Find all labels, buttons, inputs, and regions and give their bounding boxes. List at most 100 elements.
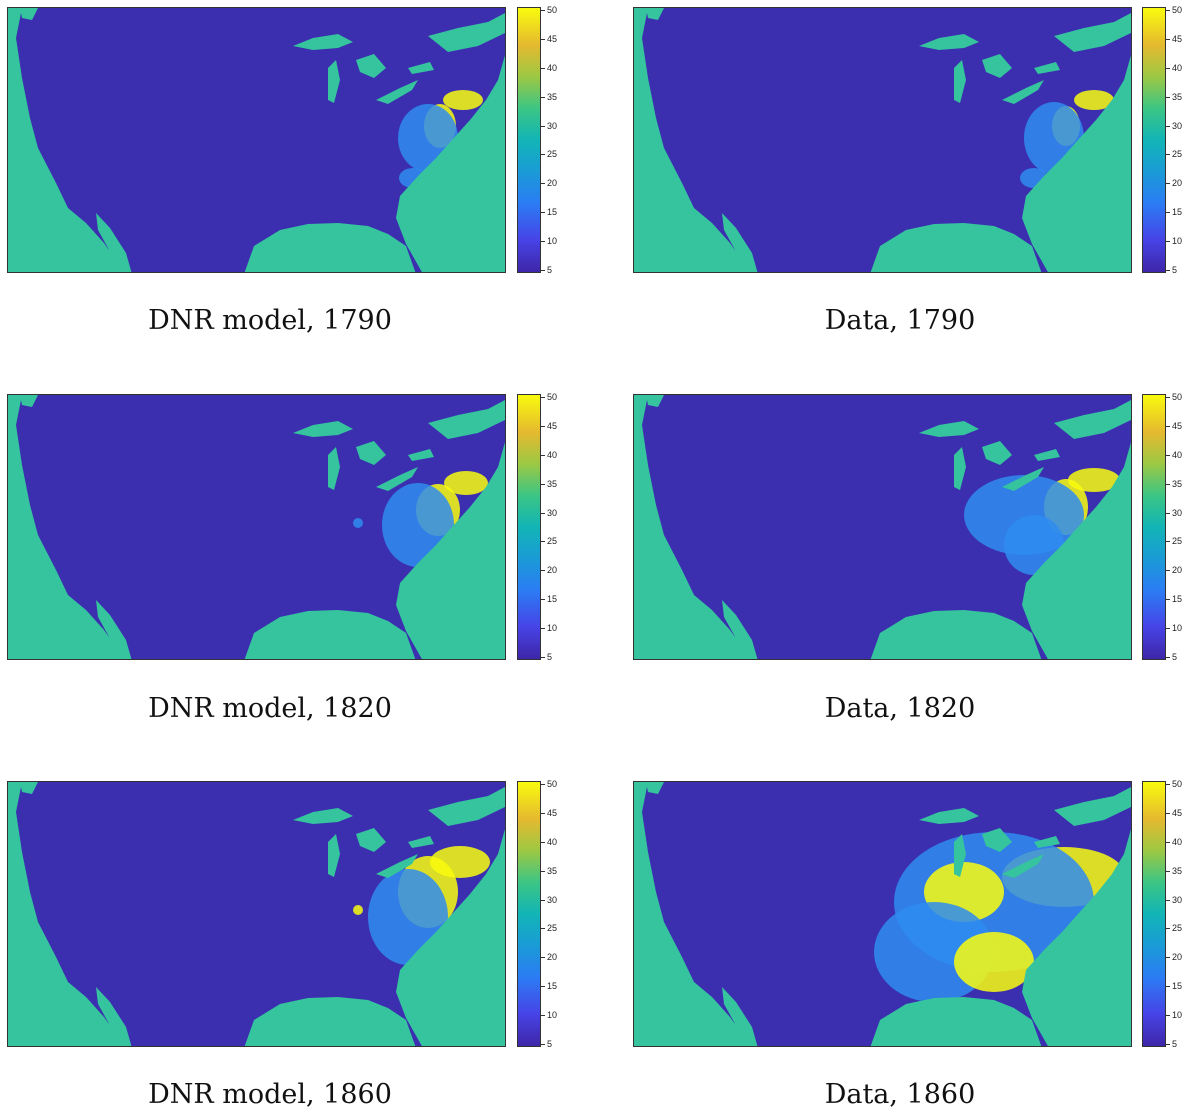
colorbar-tick-label: 10 xyxy=(540,236,558,247)
lake-ontario xyxy=(1034,836,1060,848)
lake-michigan xyxy=(954,834,966,877)
colorbar-tick-label: 35 xyxy=(540,91,558,102)
colorbar-tick-label: 45 xyxy=(1165,420,1183,431)
colorbar-tick-label: 5 xyxy=(1165,265,1178,275)
lake-ontario xyxy=(1034,62,1060,74)
lake-superior xyxy=(293,34,353,50)
colorbar-tick-label: 45 xyxy=(540,33,558,44)
colorbar-tick-label: 50 xyxy=(540,392,558,402)
density-hotspot xyxy=(954,932,1034,992)
lake-michigan xyxy=(328,447,340,490)
map-caption: Data, 1790 xyxy=(824,305,976,336)
map-svg xyxy=(634,8,1131,272)
lake-huron xyxy=(356,54,386,78)
colorbar-tick-label: 25 xyxy=(540,149,558,160)
st-lawrence xyxy=(1054,400,1131,439)
pacific-ocean xyxy=(8,395,125,659)
colorbar-tick-label: 40 xyxy=(1165,449,1183,460)
map-caption: DNR model, 1790 xyxy=(148,305,392,336)
density-map xyxy=(7,781,506,1047)
lake-erie xyxy=(1002,467,1044,491)
lake-ontario xyxy=(1034,449,1060,461)
map-svg xyxy=(634,395,1131,659)
colorbar-tick-label: 10 xyxy=(1165,623,1183,634)
colorbar-tick-label: 20 xyxy=(540,178,558,189)
gulf-of-california xyxy=(96,987,132,1046)
colorbar-tick-label: 15 xyxy=(1165,594,1183,605)
map-caption: Data, 1820 xyxy=(824,693,976,724)
colorbar-tick-label: 35 xyxy=(540,865,558,876)
gulf-of-mexico xyxy=(870,997,1042,1046)
lake-huron xyxy=(982,54,1012,78)
colorbar-tick-label: 40 xyxy=(540,836,558,847)
colorbar-tick-label: 40 xyxy=(1165,62,1183,73)
atlantic-ocean xyxy=(1022,829,1131,1046)
st-lawrence xyxy=(1054,787,1131,826)
density-hotspot xyxy=(1074,90,1114,110)
atlantic-ocean xyxy=(396,829,505,1046)
colorbar-tick-label: 10 xyxy=(1165,236,1183,247)
density-hotspot xyxy=(444,471,488,495)
northwest-inlet xyxy=(20,782,38,794)
northwest-inlet xyxy=(646,782,664,794)
atlantic-ocean xyxy=(396,442,505,659)
gulf-of-california xyxy=(96,213,132,272)
northwest-inlet xyxy=(20,395,38,407)
density-hotspot xyxy=(353,905,363,915)
density-map xyxy=(633,7,1132,273)
colorbar-tick-label: 10 xyxy=(540,623,558,634)
colorbar-tick-label: 10 xyxy=(1165,1010,1183,1021)
colorbar-tick-label: 5 xyxy=(540,652,553,662)
lake-superior xyxy=(293,421,353,437)
colorbar-tick-label: 25 xyxy=(540,923,558,934)
map-svg xyxy=(8,395,505,659)
density-map xyxy=(633,394,1132,660)
colorbar-tick-label: 5 xyxy=(540,1039,553,1049)
gulf-of-mexico xyxy=(870,223,1042,272)
map-svg xyxy=(634,782,1131,1046)
map-caption: DNR model, 1860 xyxy=(148,1079,392,1110)
colorbar-tick-label: 15 xyxy=(540,594,558,605)
colorbar-tick-label: 20 xyxy=(540,565,558,576)
lake-huron xyxy=(982,441,1012,465)
gulf-of-california xyxy=(722,600,758,659)
colorbar-tick-label: 45 xyxy=(540,420,558,431)
lake-ontario xyxy=(408,836,434,848)
colorbar-tick-label: 35 xyxy=(540,478,558,489)
colorbar-tick-label: 25 xyxy=(540,536,558,547)
colorbar-tick-label: 30 xyxy=(540,507,558,518)
pacific-ocean xyxy=(634,782,751,1046)
pacific-ocean xyxy=(8,8,125,272)
colorbar-tick-label: 15 xyxy=(1165,207,1183,218)
gulf-of-california xyxy=(722,987,758,1046)
colorbar-tick-label: 50 xyxy=(1165,5,1183,15)
colorbar-tick-label: 30 xyxy=(540,120,558,131)
lake-superior xyxy=(919,808,979,824)
colorbar-tick-label: 5 xyxy=(1165,652,1178,662)
colorbar xyxy=(1142,394,1166,660)
colorbar-tick-label: 20 xyxy=(1165,178,1183,189)
colorbar-tick-label: 40 xyxy=(1165,836,1183,847)
colorbar-tick-label: 5 xyxy=(1165,1039,1178,1049)
gulf-of-california xyxy=(722,213,758,272)
lake-ontario xyxy=(408,62,434,74)
colorbar-tick-label: 10 xyxy=(540,1010,558,1021)
lake-erie xyxy=(1002,854,1044,878)
atlantic-ocean xyxy=(1022,55,1131,272)
colorbar-tick-label: 25 xyxy=(1165,536,1183,547)
colorbar-tick-label: 20 xyxy=(1165,565,1183,576)
lake-superior xyxy=(293,808,353,824)
colorbar-tick-label: 40 xyxy=(540,449,558,460)
lake-erie xyxy=(376,80,418,104)
colorbar-tick-label: 40 xyxy=(540,62,558,73)
atlantic-ocean xyxy=(1022,442,1131,659)
st-lawrence xyxy=(1054,13,1131,52)
map-svg xyxy=(8,8,505,272)
st-lawrence xyxy=(428,787,505,826)
pacific-ocean xyxy=(8,782,125,1046)
lake-huron xyxy=(356,828,386,852)
gulf-of-california xyxy=(96,600,132,659)
northwest-inlet xyxy=(646,8,664,20)
gulf-of-mexico xyxy=(870,610,1042,659)
atlantic-ocean xyxy=(396,55,505,272)
